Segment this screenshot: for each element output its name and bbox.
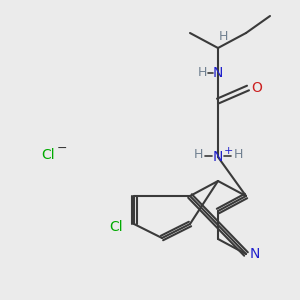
Text: H: H (218, 29, 228, 43)
Text: H: H (193, 148, 203, 161)
Text: Cl: Cl (109, 220, 123, 234)
Text: H: H (233, 148, 243, 161)
Text: +: + (223, 146, 233, 156)
Text: O: O (252, 81, 262, 95)
Text: Cl: Cl (41, 148, 55, 162)
Text: N: N (250, 247, 260, 261)
Text: H: H (197, 67, 207, 80)
Text: −: − (57, 142, 67, 154)
Text: N: N (213, 66, 223, 80)
Text: N: N (213, 150, 223, 164)
